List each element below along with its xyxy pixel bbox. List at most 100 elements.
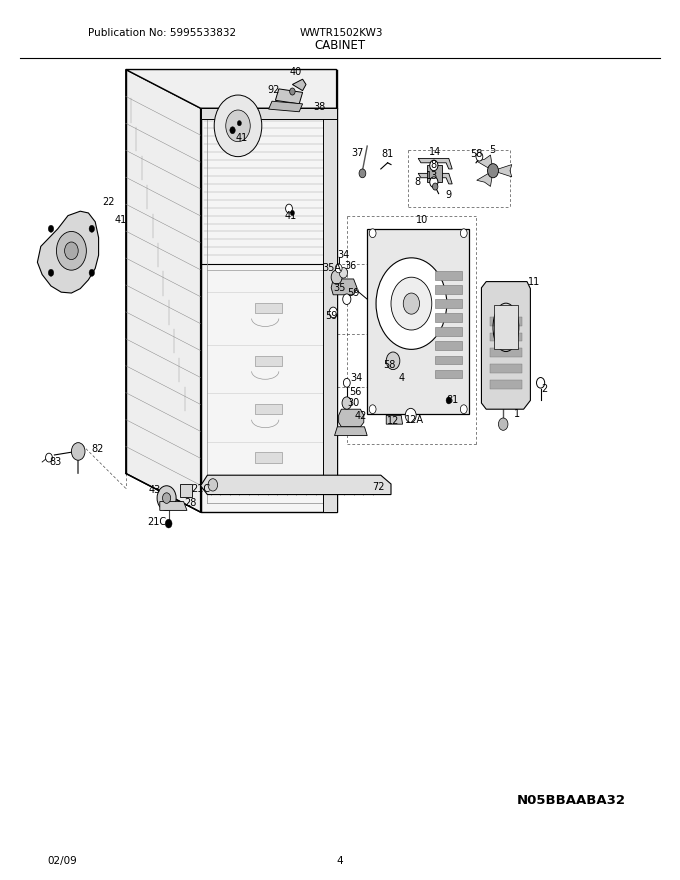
Text: Publication No: 5995533832: Publication No: 5995533832 [88, 28, 237, 39]
Circle shape [56, 231, 86, 270]
Text: 12A: 12A [405, 414, 424, 425]
Text: 28: 28 [184, 498, 197, 509]
Polygon shape [477, 155, 493, 171]
Circle shape [342, 397, 352, 409]
Text: 12: 12 [387, 415, 399, 426]
Polygon shape [37, 211, 99, 293]
Bar [255, 452, 282, 463]
Bar [490, 380, 522, 389]
Bar [494, 305, 518, 349]
Circle shape [329, 307, 337, 318]
Text: 11: 11 [528, 276, 541, 287]
Text: 41: 41 [285, 210, 297, 221]
Polygon shape [339, 409, 364, 427]
Polygon shape [275, 89, 303, 104]
Polygon shape [269, 101, 303, 112]
Circle shape [343, 378, 350, 387]
Bar [201, 108, 337, 512]
Text: 59: 59 [347, 288, 360, 298]
Text: 9: 9 [445, 190, 452, 201]
Polygon shape [386, 415, 403, 424]
Circle shape [71, 443, 85, 460]
Polygon shape [292, 79, 306, 91]
Circle shape [237, 121, 241, 126]
Text: 81: 81 [446, 395, 458, 406]
Text: 58: 58 [470, 149, 482, 159]
Text: 21C: 21C [191, 484, 210, 495]
Polygon shape [201, 475, 391, 495]
Text: 02/09: 02/09 [48, 855, 78, 866]
Bar [490, 348, 522, 357]
Circle shape [226, 110, 250, 142]
Circle shape [290, 210, 294, 216]
Text: N05BBAABA32: N05BBAABA32 [517, 795, 626, 807]
Circle shape [163, 493, 171, 503]
Text: 37: 37 [352, 148, 364, 158]
Text: 13: 13 [426, 171, 438, 181]
Circle shape [208, 479, 218, 491]
Polygon shape [418, 158, 452, 169]
Text: 2: 2 [541, 384, 547, 394]
Text: 82: 82 [91, 444, 103, 454]
Text: 41: 41 [235, 133, 248, 143]
Bar [435, 271, 462, 280]
Bar [490, 333, 522, 341]
Text: 38: 38 [313, 102, 326, 113]
Circle shape [460, 229, 467, 238]
Polygon shape [335, 427, 367, 436]
Bar [255, 404, 282, 414]
Bar [435, 313, 462, 322]
Circle shape [460, 405, 467, 414]
Circle shape [376, 258, 447, 349]
Polygon shape [331, 279, 357, 295]
Circle shape [369, 405, 376, 414]
Text: 35A: 35A [322, 263, 341, 274]
Circle shape [230, 127, 235, 134]
Circle shape [405, 408, 416, 422]
Text: 21C: 21C [147, 517, 166, 527]
Bar [490, 317, 522, 326]
Bar [435, 285, 462, 294]
Text: 59: 59 [325, 311, 337, 321]
Circle shape [430, 160, 438, 171]
Circle shape [498, 418, 508, 430]
Polygon shape [160, 502, 187, 510]
Circle shape [290, 88, 295, 95]
Text: 8: 8 [430, 159, 437, 170]
Text: 36: 36 [345, 260, 357, 271]
Text: 35: 35 [334, 282, 346, 293]
Circle shape [165, 519, 172, 528]
Text: 4: 4 [398, 373, 405, 384]
Polygon shape [126, 70, 337, 108]
Circle shape [369, 229, 376, 238]
Bar [427, 165, 442, 182]
Text: 4: 4 [337, 855, 343, 866]
Text: CABINET: CABINET [314, 40, 366, 52]
Text: WWTR1502KW3: WWTR1502KW3 [299, 28, 383, 39]
Text: 92: 92 [268, 84, 280, 95]
Circle shape [391, 277, 432, 330]
Circle shape [48, 225, 54, 232]
Circle shape [339, 268, 347, 278]
Polygon shape [367, 229, 469, 414]
Circle shape [286, 204, 292, 213]
Text: 42: 42 [354, 411, 367, 422]
Circle shape [386, 352, 400, 370]
Polygon shape [477, 171, 493, 187]
Circle shape [157, 486, 176, 510]
Text: 5: 5 [489, 144, 496, 155]
Bar [490, 364, 522, 373]
Bar [435, 327, 462, 336]
Circle shape [359, 169, 366, 178]
Bar [323, 108, 337, 512]
Polygon shape [493, 165, 512, 177]
Text: 72: 72 [372, 481, 384, 492]
Circle shape [430, 177, 438, 187]
Text: 34: 34 [337, 250, 350, 260]
Circle shape [446, 397, 452, 404]
Text: 34: 34 [350, 373, 362, 384]
Text: 8: 8 [414, 177, 421, 187]
Circle shape [476, 152, 483, 161]
Circle shape [48, 269, 54, 276]
Bar [201, 108, 337, 119]
